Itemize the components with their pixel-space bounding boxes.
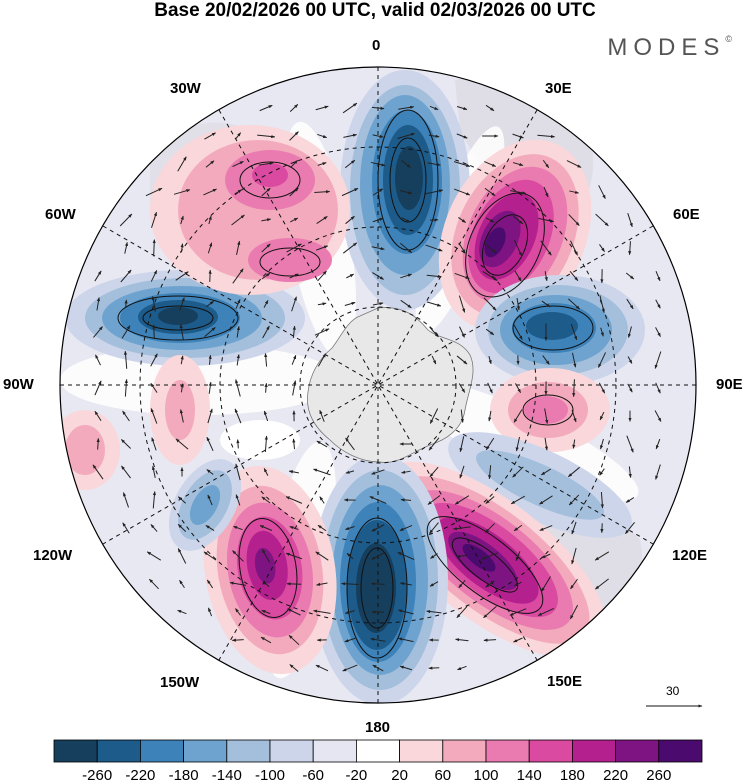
colorbar-swatch	[659, 740, 702, 762]
lon-label-0: 0	[372, 37, 380, 54]
colorbar-swatch	[54, 740, 97, 762]
colorbar-label: 260	[634, 767, 684, 784]
colorbar-swatch	[97, 740, 140, 762]
colorbar-swatch	[616, 740, 659, 762]
wind-arrow	[238, 440, 239, 449]
anomaly-center	[475, 275, 645, 385]
lon-label-30w: 30W	[170, 80, 201, 97]
lon-label-90e: 90E	[716, 376, 743, 393]
colorbar-swatch	[443, 740, 486, 762]
wind-arrow	[430, 220, 438, 221]
colorbar-swatch	[313, 740, 356, 762]
colorbar-swatch	[572, 740, 615, 762]
wind-arrow	[154, 240, 155, 257]
colorbar	[54, 740, 702, 762]
lon-label-120w: 120W	[33, 547, 72, 564]
anomaly-center	[150, 125, 350, 295]
colorbar-swatch	[356, 740, 399, 762]
lon-label-150w: 150W	[160, 674, 199, 691]
colorbar-swatch	[140, 740, 183, 762]
lon-label-150e: 150E	[547, 673, 582, 690]
wind-arrow	[484, 640, 496, 641]
lon-label-60e: 60E	[673, 206, 700, 223]
lon-label-30e: 30E	[545, 80, 572, 97]
wind-arrow	[287, 584, 301, 585]
lon-label-60w: 60W	[45, 206, 76, 223]
reference-vector-label: 30	[666, 684, 679, 698]
colorbar-swatch	[227, 740, 270, 762]
wind-arrow	[429, 668, 440, 669]
anomaly-weak	[165, 380, 195, 440]
lon-label-120e: 120E	[672, 547, 707, 564]
colorbar-swatch	[400, 740, 443, 762]
colorbar-swatch	[486, 740, 529, 762]
lon-label-180: 180	[365, 719, 390, 736]
wind-arrow	[98, 438, 99, 449]
anomaly-weak	[220, 420, 300, 460]
colorbar-swatch	[270, 740, 313, 762]
lon-label-90w: 90W	[3, 376, 34, 393]
colorbar-swatch	[529, 740, 572, 762]
colorbar-swatch	[184, 740, 227, 762]
